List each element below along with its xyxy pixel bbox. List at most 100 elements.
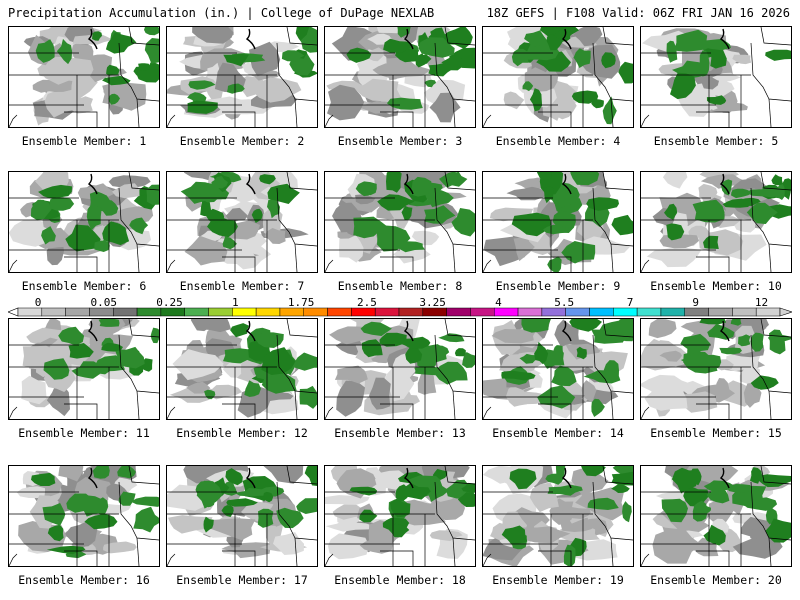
ensemble-map-panel — [8, 465, 160, 567]
colorbar-box — [113, 307, 138, 317]
colorbar-box — [565, 307, 590, 317]
precip-map — [641, 172, 791, 272]
precip-map — [9, 172, 159, 272]
colorbar-box — [41, 307, 66, 317]
colorbar-box — [232, 307, 257, 317]
colorbar-box — [660, 307, 686, 317]
colorbar-tick-label: 5.5 — [554, 296, 574, 309]
colorbar-box — [17, 307, 43, 317]
precip-map — [167, 27, 317, 127]
ensemble-member-label: Ensemble Member: 4 — [495, 134, 621, 148]
precip-colorbar: 0 0.05 0.25 1 1.75 2.5 3.25 4 5.5 7 9 12 — [8, 296, 792, 317]
colorbar-boxes — [8, 307, 792, 317]
ensemble-member-label: Ensemble Member: 14 — [492, 426, 624, 440]
colorbar-max-arrow — [779, 307, 792, 317]
colorbar-tick-label: 0.25 — [156, 296, 183, 309]
page-title: Precipitation Accumulation (in.) | Colle… — [8, 6, 435, 20]
colorbar-box — [422, 307, 447, 317]
precip-map — [325, 27, 475, 127]
colorbar-box — [279, 307, 305, 317]
precip-map — [483, 27, 633, 127]
ensemble-map-panel — [324, 171, 476, 273]
colorbar-box — [136, 307, 162, 317]
ensemble-member-label: Ensemble Member: 17 — [176, 573, 308, 587]
colorbar-box — [708, 307, 733, 317]
ensemble-member-label: Ensemble Member: 1 — [21, 134, 147, 148]
ensemble-member-label: Ensemble Member: 2 — [179, 134, 305, 148]
ensemble-map-panel — [166, 318, 318, 420]
ensemble-map-panel — [640, 171, 792, 273]
precip-map — [483, 466, 633, 566]
ensemble-member-label: Ensemble Member: 10 — [650, 279, 782, 293]
colorbar-box — [494, 307, 519, 317]
colorbar-min-arrow — [8, 307, 19, 317]
ensemble-member-label: Ensemble Member: 9 — [495, 279, 621, 293]
precip-map — [641, 27, 791, 127]
ensemble-member-label: Ensemble Member: 7 — [179, 279, 305, 293]
colorbar-box — [255, 307, 281, 317]
ensemble-member-label: Ensemble Member: 16 — [18, 573, 150, 587]
precip-map — [9, 466, 159, 566]
ensemble-map-panel — [8, 26, 160, 128]
colorbar-box — [732, 307, 757, 317]
ensemble-member-label: Ensemble Member: 3 — [337, 134, 463, 148]
colorbar-box — [684, 307, 709, 317]
ensemble-map-panel — [482, 465, 634, 567]
colorbar-box — [541, 307, 566, 317]
ensemble-member-label: Ensemble Member: 15 — [650, 426, 782, 440]
colorbar-tick-label: 9 — [692, 296, 699, 309]
precip-map — [325, 319, 475, 419]
precip-map — [483, 319, 633, 419]
ensemble-member-label: Ensemble Member: 12 — [176, 426, 308, 440]
precip-map — [167, 466, 317, 566]
colorbar-box — [208, 307, 233, 317]
ensemble-map-panel — [166, 171, 318, 273]
colorbar-box — [636, 307, 662, 317]
ensemble-map-panel — [166, 465, 318, 567]
colorbar-box — [470, 307, 495, 317]
ensemble-member-label: Ensemble Member: 18 — [334, 573, 466, 587]
colorbar-box — [327, 307, 352, 317]
precip-map — [483, 172, 633, 272]
ensemble-member-label: Ensemble Member: 13 — [334, 426, 466, 440]
colorbar-box — [517, 307, 543, 317]
colorbar-box — [65, 307, 90, 317]
colorbar-tick-label: 4 — [495, 296, 502, 309]
colorbar-tick-label: 7 — [627, 296, 634, 309]
colorbar-box — [160, 307, 185, 317]
precip-map — [9, 319, 159, 419]
ensemble-map-panel — [640, 465, 792, 567]
precip-map — [9, 27, 159, 127]
precip-map — [641, 319, 791, 419]
colorbar-box — [374, 307, 400, 317]
colorbar-labels: 0 0.05 0.25 1 1.75 2.5 3.25 4 5.5 7 9 12 — [35, 296, 768, 309]
colorbar-box — [755, 307, 781, 317]
colorbar-tick-label: 1 — [232, 296, 239, 309]
ensemble-map-panel — [482, 171, 634, 273]
colorbar-tick-label: 3.25 — [419, 296, 446, 309]
colorbar-box — [89, 307, 114, 317]
ensemble-map-panel — [324, 318, 476, 420]
ensemble-map-panel — [324, 26, 476, 128]
colorbar-tick-label: 2.5 — [357, 296, 377, 309]
ensemble-member-label: Ensemble Member: 20 — [650, 573, 782, 587]
precip-map — [325, 172, 475, 272]
colorbar-box — [351, 307, 376, 317]
colorbar-tick-label: 1.75 — [288, 296, 315, 309]
colorbar-box — [613, 307, 638, 317]
ensemble-map-panel — [8, 171, 160, 273]
colorbar-box — [589, 307, 614, 317]
ensemble-member-label: Ensemble Member: 5 — [653, 134, 779, 148]
colorbar-box — [184, 307, 209, 317]
ensemble-map-panel — [8, 318, 160, 420]
colorbar-tick-label: 0.05 — [91, 296, 118, 309]
colorbar-box — [446, 307, 471, 317]
ensemble-member-label: Ensemble Member: 8 — [337, 279, 463, 293]
ensemble-map-panel — [640, 26, 792, 128]
precip-map — [325, 466, 475, 566]
precip-map — [167, 319, 317, 419]
ensemble-member-label: Ensemble Member: 11 — [18, 426, 150, 440]
precip-map — [167, 172, 317, 272]
colorbar-box — [303, 307, 328, 317]
colorbar-box — [398, 307, 424, 317]
